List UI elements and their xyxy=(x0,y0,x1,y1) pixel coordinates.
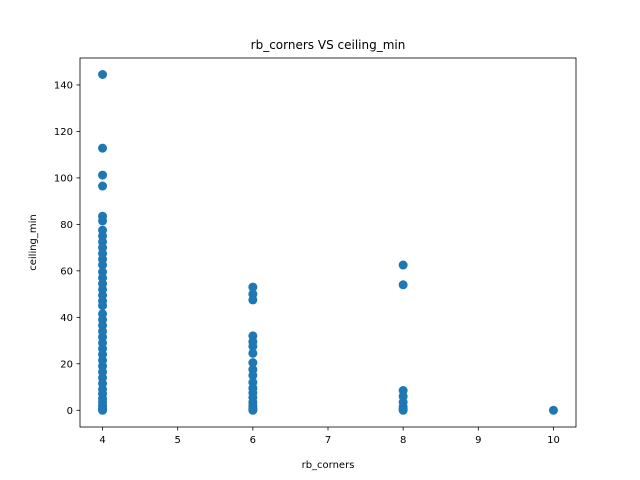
data-point xyxy=(248,370,258,380)
data-point xyxy=(248,405,258,415)
y-tick-label: 20 xyxy=(60,359,73,370)
y-axis-ticks: 0 20 40 60 80 100 120 140 xyxy=(54,80,80,417)
data-point xyxy=(248,282,258,292)
chart-title: rb_corners VS ceiling_min xyxy=(251,38,406,52)
data-point xyxy=(98,216,108,226)
data-point xyxy=(248,348,258,358)
data-point xyxy=(98,170,108,180)
data-point xyxy=(398,260,408,270)
data-point xyxy=(248,295,258,305)
data-point xyxy=(98,181,108,191)
y-tick-label: 120 xyxy=(54,127,73,138)
data-point xyxy=(248,341,258,351)
x-tick-label: 6 xyxy=(250,435,256,446)
y-tick-label: 0 xyxy=(67,406,73,417)
y-tick-label: 60 xyxy=(60,266,73,277)
data-point xyxy=(98,143,108,153)
x-axis-label: rb_corners xyxy=(302,460,355,471)
x-tick-label: 7 xyxy=(325,435,331,446)
data-point xyxy=(248,358,258,368)
x-tick-label: 9 xyxy=(475,435,481,446)
x-tick-label: 8 xyxy=(400,435,406,446)
y-tick-label: 40 xyxy=(60,313,73,324)
y-tick-label: 80 xyxy=(60,220,73,231)
data-point xyxy=(98,260,108,270)
y-axis-label: ceiling_min xyxy=(28,214,39,271)
x-tick-label: 5 xyxy=(175,435,181,446)
y-tick-label: 140 xyxy=(54,80,73,91)
data-point xyxy=(98,301,108,311)
y-tick-label: 100 xyxy=(54,173,73,184)
data-point xyxy=(398,280,408,290)
x-tick-label: 10 xyxy=(547,435,560,446)
data-point xyxy=(548,405,558,415)
points-layer xyxy=(98,70,558,415)
x-tick-label: 4 xyxy=(99,435,105,446)
data-point xyxy=(398,405,408,415)
data-point xyxy=(98,405,108,415)
x-axis-ticks: 4 5 6 7 8 9 10 xyxy=(99,427,560,446)
data-point xyxy=(98,70,108,79)
